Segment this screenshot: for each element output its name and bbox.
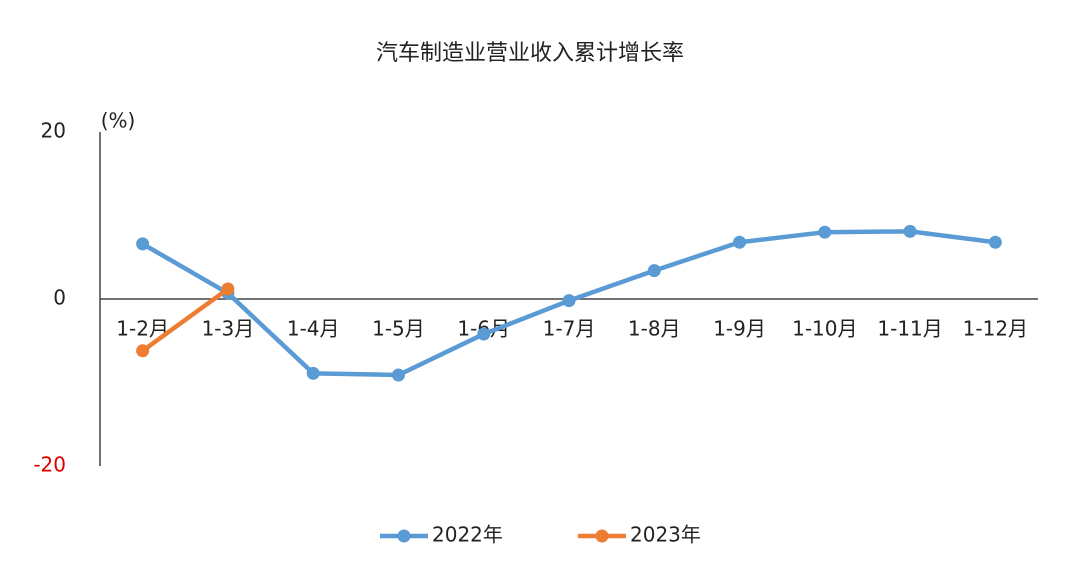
data-point <box>136 237 150 251</box>
legend-marker <box>397 529 411 543</box>
y-tick-label: 0 <box>53 286 66 310</box>
data-point <box>136 344 150 358</box>
legend-marker <box>595 529 609 543</box>
x-tick-label: 1-4月 <box>287 317 340 341</box>
x-tick-label: 1-11月 <box>877 317 942 341</box>
data-point <box>306 366 320 380</box>
x-tick-label: 1-7月 <box>543 317 596 341</box>
y-tick-label: 20 <box>41 119 66 143</box>
data-point <box>562 294 576 308</box>
data-point <box>733 235 747 249</box>
x-tick-label: 1-8月 <box>628 317 681 341</box>
x-tick-label: 1-3月 <box>202 317 255 341</box>
chart-title: 汽车制造业营业收入累计增长率 <box>376 41 684 66</box>
y-axis-label: (%) <box>101 109 136 133</box>
x-tick-label: 1-5月 <box>372 317 425 341</box>
x-tick-label: 1-9月 <box>713 317 766 341</box>
y-tick-label: -20 <box>33 453 66 477</box>
data-point <box>818 225 832 239</box>
x-tick-label: 1-10月 <box>792 317 857 341</box>
legend-label: 2023年 <box>630 523 701 547</box>
series-line <box>141 287 230 353</box>
data-point <box>477 327 491 341</box>
legend-label: 2022年 <box>432 523 503 547</box>
data-point <box>221 282 235 296</box>
x-tick-label: 1-12月 <box>963 317 1028 341</box>
data-point <box>988 235 1002 249</box>
data-point <box>391 368 405 382</box>
data-point <box>647 264 661 278</box>
data-point <box>903 224 917 238</box>
